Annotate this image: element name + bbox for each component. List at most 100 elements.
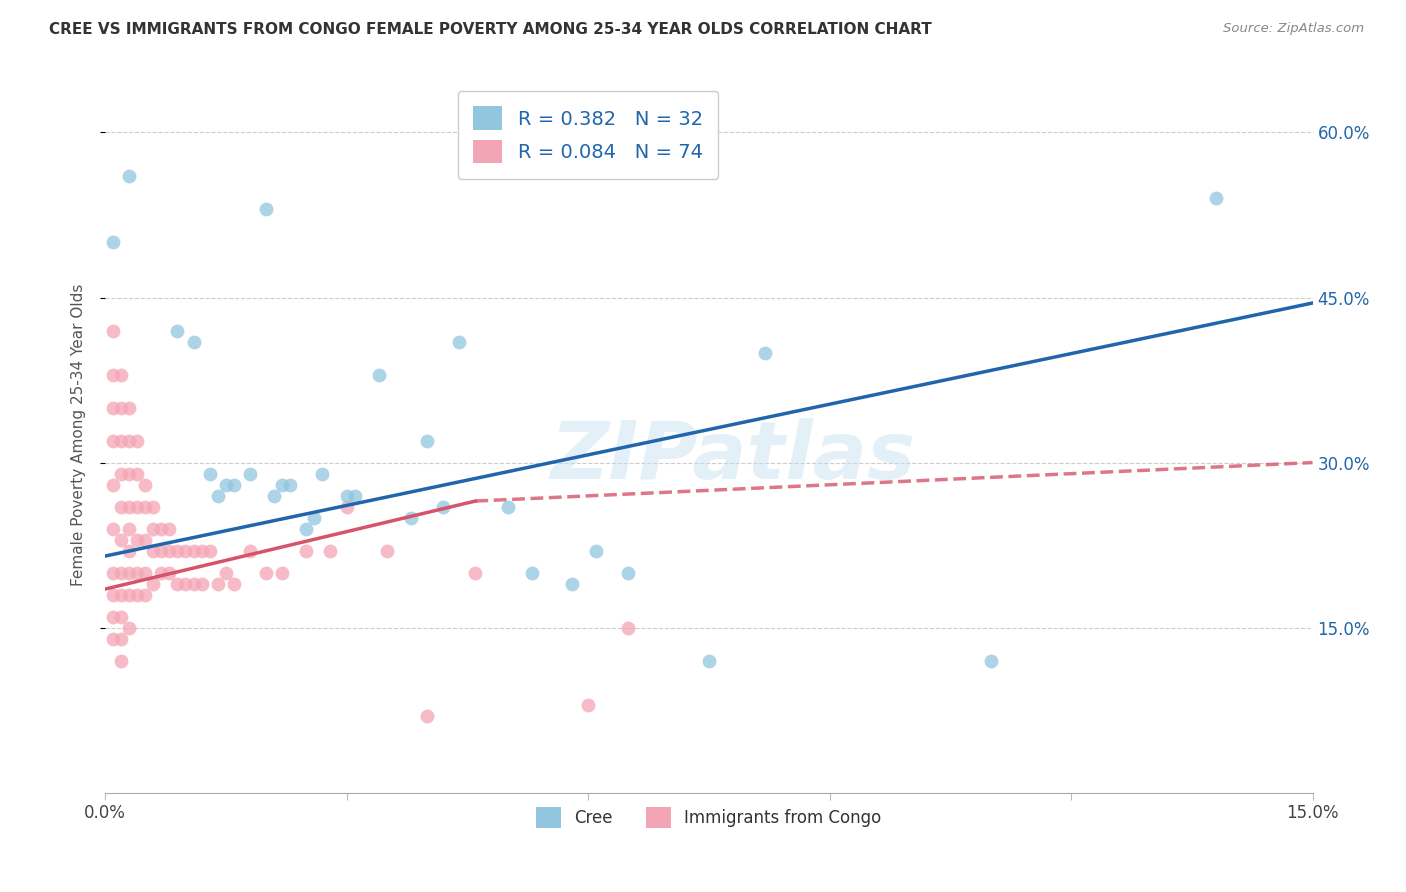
Point xyxy=(263,489,285,503)
Point xyxy=(110,434,132,448)
Point xyxy=(335,489,357,503)
Point xyxy=(166,543,188,558)
Point xyxy=(449,334,471,349)
Point xyxy=(127,434,149,448)
Point xyxy=(496,500,519,514)
Point xyxy=(295,522,318,536)
Point xyxy=(416,434,439,448)
Point xyxy=(697,654,720,668)
Point xyxy=(127,566,149,580)
Point xyxy=(183,543,205,558)
Point xyxy=(118,467,141,481)
Point xyxy=(183,576,205,591)
Point xyxy=(110,401,132,415)
Point xyxy=(101,368,124,382)
Point xyxy=(142,500,165,514)
Y-axis label: Female Poverty Among 25-34 Year Olds: Female Poverty Among 25-34 Year Olds xyxy=(72,284,86,586)
Point xyxy=(118,169,141,184)
Point xyxy=(110,566,132,580)
Point xyxy=(110,533,132,547)
Point xyxy=(157,566,180,580)
Point xyxy=(183,334,205,349)
Point xyxy=(150,566,173,580)
Point xyxy=(174,543,197,558)
Point xyxy=(127,467,149,481)
Point xyxy=(416,708,439,723)
Point xyxy=(101,588,124,602)
Point xyxy=(375,543,398,558)
Point xyxy=(239,543,262,558)
Point xyxy=(464,566,486,580)
Legend: Cree, Immigrants from Congo: Cree, Immigrants from Congo xyxy=(529,801,889,834)
Point xyxy=(222,576,245,591)
Point xyxy=(190,543,212,558)
Point xyxy=(101,566,124,580)
Point xyxy=(271,566,294,580)
Point xyxy=(222,477,245,491)
Point xyxy=(150,543,173,558)
Point xyxy=(174,576,197,591)
Point xyxy=(585,543,607,558)
Text: Source: ZipAtlas.com: Source: ZipAtlas.com xyxy=(1223,22,1364,36)
Point xyxy=(134,500,156,514)
Point xyxy=(150,522,173,536)
Point xyxy=(110,467,132,481)
Point xyxy=(118,500,141,514)
Point xyxy=(134,477,156,491)
Point xyxy=(127,500,149,514)
Point xyxy=(101,522,124,536)
Point xyxy=(118,588,141,602)
Point xyxy=(118,621,141,635)
Point xyxy=(118,543,141,558)
Point xyxy=(134,588,156,602)
Point xyxy=(110,368,132,382)
Point xyxy=(399,510,422,524)
Point xyxy=(198,467,221,481)
Point xyxy=(432,500,454,514)
Point xyxy=(101,235,124,250)
Point xyxy=(576,698,599,712)
Text: ZIPatlas: ZIPatlas xyxy=(550,417,915,495)
Point xyxy=(1205,192,1227,206)
Point xyxy=(198,543,221,558)
Point xyxy=(110,500,132,514)
Point xyxy=(617,566,640,580)
Point xyxy=(295,543,318,558)
Point xyxy=(335,500,357,514)
Point xyxy=(520,566,543,580)
Point xyxy=(101,401,124,415)
Point xyxy=(127,533,149,547)
Point xyxy=(110,654,132,668)
Point xyxy=(215,566,238,580)
Point xyxy=(127,588,149,602)
Point xyxy=(101,434,124,448)
Point xyxy=(118,434,141,448)
Point xyxy=(101,609,124,624)
Point xyxy=(207,576,229,591)
Point xyxy=(617,621,640,635)
Point xyxy=(134,533,156,547)
Point xyxy=(239,467,262,481)
Point xyxy=(166,324,188,338)
Point xyxy=(101,632,124,646)
Point xyxy=(142,576,165,591)
Point xyxy=(142,522,165,536)
Point xyxy=(142,543,165,558)
Point xyxy=(110,632,132,646)
Point xyxy=(118,522,141,536)
Point xyxy=(367,368,389,382)
Text: CREE VS IMMIGRANTS FROM CONGO FEMALE POVERTY AMONG 25-34 YEAR OLDS CORRELATION C: CREE VS IMMIGRANTS FROM CONGO FEMALE POV… xyxy=(49,22,932,37)
Point xyxy=(118,401,141,415)
Point xyxy=(304,510,326,524)
Point xyxy=(561,576,583,591)
Point xyxy=(980,654,1002,668)
Point xyxy=(207,489,229,503)
Point xyxy=(110,588,132,602)
Point xyxy=(754,345,776,359)
Point xyxy=(343,489,366,503)
Point xyxy=(278,477,301,491)
Point xyxy=(190,576,212,591)
Point xyxy=(254,566,277,580)
Point xyxy=(134,566,156,580)
Point xyxy=(215,477,238,491)
